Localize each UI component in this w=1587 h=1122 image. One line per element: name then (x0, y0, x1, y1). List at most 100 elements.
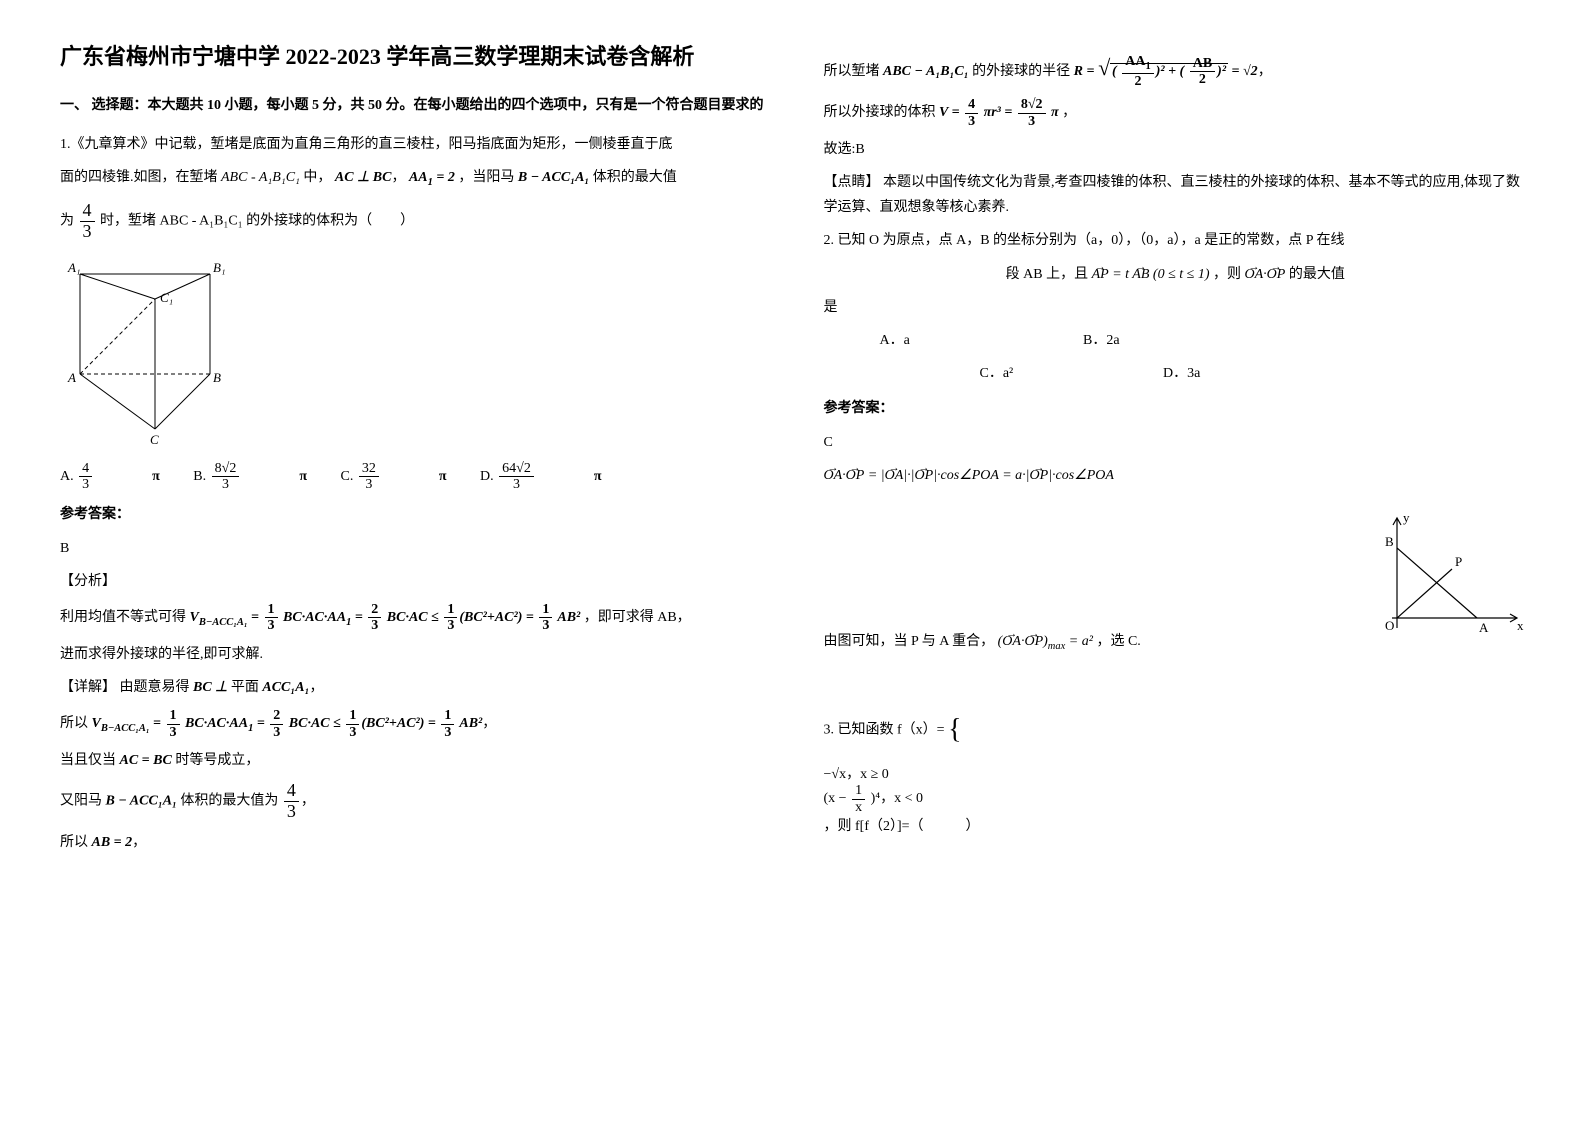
q1-optB-den: 3 (212, 477, 240, 492)
q2-fig-A: A (1479, 620, 1489, 635)
q3-a: 3. 已知函数 f（x）= (824, 722, 949, 737)
q2-fig-O: O (1385, 618, 1394, 633)
q2-fig-P: P (1455, 554, 1462, 569)
q1-opt-b: B. 8√23π (193, 461, 307, 493)
q1-det1-a: 由题意易得 (120, 680, 194, 695)
q2-opt-a: A．a (880, 328, 1080, 353)
q1-det3-c: 时等号成立， (175, 753, 259, 768)
q1-det4-num: 4 (284, 781, 299, 802)
q1-right-line2: 所以外接球的体积 V = 43 πr³ = 8√23 π ， (824, 97, 1528, 129)
q2-s2-a: 段 AB 上，且 (1006, 267, 1092, 282)
q1-maxvol-den: 3 (80, 222, 95, 242)
q1-com-lbl: 【点睛】 (824, 175, 880, 190)
q1-detail-line3: 当且仅当 AC = BC 时等号成立， (60, 748, 764, 773)
q1-r1-c: 的外接球的半径 (972, 64, 1074, 79)
q1-r2-a: 所以外接球的体积 (824, 105, 940, 120)
q1-r2-lhs: V = (939, 105, 960, 120)
q1-r2-d2: 3 (1018, 114, 1046, 129)
q1-r1-a: 所以堑堵 (824, 64, 884, 79)
q1-optA-suf: π (152, 469, 160, 484)
q2-s2-eq: AP = t AB (0 ≤ t ≤ 1) (1092, 267, 1210, 282)
q1-opt-c: C. 323π (341, 461, 447, 493)
q1-prism-figure: A₁ B₁ C₁ A B C (60, 254, 764, 449)
q1-stem-line2: 面的四棱锥.如图，在堑堵 ABC - A₁B₁C₁ 中， AC ⊥ BC， AA… (60, 165, 764, 193)
q1-r2-d1: 3 (965, 114, 978, 129)
q3-c2-d: x (852, 800, 865, 815)
q1-det5-a: 所以 (60, 835, 92, 850)
q2-stem-line1: 2. 已知 O 为原点，点 A，B 的坐标分别为（a，0），（0，a），a 是正… (824, 228, 1528, 253)
q2-conclusion: 由图可知，当 P 与 A 重合， (OA·OP)max = a² ，选 C. (824, 629, 1338, 657)
q1-stem-line3-a: 为 (60, 214, 78, 229)
q2-s2-b: ，则 (1213, 267, 1245, 282)
q1-stem-line3-b: 时，堑堵 ABC - A₁B₁C₁ 的外接球的体积为（ ） (100, 214, 414, 229)
svg-text:A: A (67, 370, 76, 385)
q1-an-eq1: VB−ACC₁A₁ = 13 BC·AC·AA1 = 23 BC·AC ≤ 13… (190, 610, 581, 625)
q1-stem-line1: 1.《九章算术》中记载，堑堵是底面为直角三角形的直三棱柱，阳马指底面为矩形，一侧… (60, 132, 764, 157)
q1-stem-line2-d: 体积的最大值 (593, 170, 677, 185)
q1-cond2-rhs: = 2 (433, 170, 455, 185)
svg-text:B: B (213, 370, 221, 385)
q1-analysis-line2: 进而求得外接球的半径,即可求解. (60, 642, 764, 667)
q1-det5-b: AB = 2 (92, 835, 133, 850)
left-column: 广东省梅州市宁塘中学 2022-2023 学年高三数学理期末试卷含解析 一、 选… (60, 40, 764, 863)
q1-right-line3: 故选:B (824, 137, 1528, 162)
q3-case2: (x − 1x )⁴，x < 0 (824, 783, 1528, 815)
q1-det-eq: VB−ACC₁A₁ = 13 BC·AC·AA1 = 23 BC·AC ≤ 13… (92, 716, 483, 731)
svg-text:B₁: B₁ (213, 260, 225, 275)
q3-c2-b: )⁴，x < 0 (871, 791, 923, 806)
q2-s2-c: 的最大值 (1289, 267, 1345, 282)
q1-vol-name: B − ACC₁A₁ (518, 170, 589, 185)
q1-stem-line2-a: 面的四棱锥.如图，在堑堵 (60, 170, 221, 185)
q1-det4-b: B − ACC₁A₁ (106, 794, 177, 809)
q1-optC-den: 3 (359, 477, 379, 492)
section-1-heading: 一、 选择题：本大题共 10 小题，每小题 5 分，共 50 分。在每小题给出的… (60, 93, 764, 118)
q1-ref-label: 参考答案： (60, 502, 764, 527)
q1-prism-label: ABC - A₁B₁C₁ (221, 170, 300, 185)
q1-opt-a: A. 43π (60, 461, 160, 493)
q1-detail-line2: 所以 VB−ACC₁A₁ = 13 BC·AC·AA1 = 23 BC·AC ≤… (60, 708, 764, 740)
q1-optB-suf: π (299, 469, 307, 484)
q1-opt-d: D. 64√23π (480, 461, 601, 493)
q1-det4-c: 体积的最大值为 (180, 794, 282, 809)
q1-optD-den: 3 (499, 477, 534, 492)
q1-det1-d: ACC₁A₁ (262, 680, 309, 695)
q2-con-eq: (OA·OP)max = a² (998, 634, 1093, 649)
q2-work-eq: OA·OP = |OA|·|OP|·cos∠POA = a·|OP|·cos∠P… (824, 463, 1528, 488)
prism-svg: A₁ B₁ C₁ A B C (60, 254, 240, 444)
q1-optC-suf: π (439, 469, 447, 484)
q1-options: A. 43π B. 8√23π C. 323π D. 64√23π (60, 461, 764, 493)
q1-an1-b: ，即可求得 AB， (584, 610, 691, 625)
q3-c2-a: (x − (824, 791, 851, 806)
right-column: 所以堑堵 ABC − A₁B₁C₁ 的外接球的半径 R = √( AA12)² … (824, 40, 1528, 863)
q1-cond2: AA1 = 2 (409, 170, 455, 185)
q2-svg: O A B P x y (1357, 508, 1527, 648)
q2-con-b: ，选 C. (1096, 634, 1140, 649)
q1-det3-a: 当且仅当 (60, 753, 120, 768)
q1-r-eq1: R = √( AA12)² + ( AB2)² = √2 (1074, 64, 1258, 79)
q3-stem: 3. 已知函数 f（x）= { (824, 705, 1528, 755)
q1-answer: B (60, 536, 764, 561)
q1-r2-mid: πr³ = (984, 105, 1013, 120)
q2-conclusion-row: 由图可知，当 P 与 A 重合， (OA·OP)max = a² ，选 C. (824, 496, 1528, 665)
q1-an1-a: 利用均值不等式可得 (60, 610, 190, 625)
q1-det2-a: 所以 (60, 716, 92, 731)
q1-det4-den: 3 (284, 802, 299, 822)
q1-cond1: AC ⊥ BC (335, 170, 392, 185)
q1-det4-frac: 4 3 (284, 781, 299, 822)
q1-det3-b: AC = BC (120, 753, 172, 768)
q2-con-a: 由图可知，当 P 与 A 重合， (824, 634, 995, 649)
svg-text:C₁: C₁ (160, 290, 173, 305)
q1-com-txt: 本题以中国传统文化为背景,考查四棱锥的体积、直三棱柱的外接球的体积、基本不等式的… (824, 175, 1521, 215)
page: 广东省梅州市宁塘中学 2022-2023 学年高三数学理期末试卷含解析 一、 选… (60, 40, 1527, 863)
q2-s2-dot: OA·OP (1245, 267, 1286, 282)
q1-detail-line5: 所以 AB = 2， (60, 830, 764, 855)
q1-stem-line2-c: ，当阳马 (458, 170, 518, 185)
q1-cond2-lhs: AA (409, 170, 428, 185)
q1-maxvol-frac: 4 3 (80, 201, 95, 242)
q2-figure: O A B P x y (1357, 508, 1527, 653)
q2-opt-d: D．3a (1163, 366, 1200, 381)
q1-optA-den: 3 (79, 477, 92, 492)
q1-optB-num: 8√2 (212, 461, 240, 477)
q2-stem-line2: 段 AB 上，且 AP = t AB (0 ≤ t ≤ 1) ，则 OA·OP … (824, 262, 1528, 287)
q1-optA-num: 4 (79, 461, 92, 477)
